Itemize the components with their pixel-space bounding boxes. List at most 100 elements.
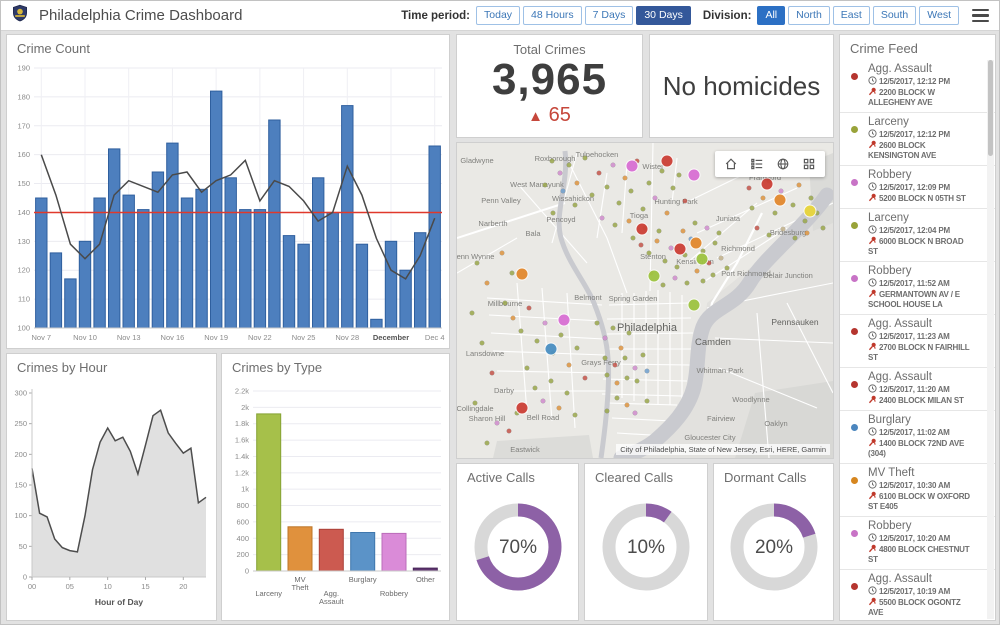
svg-text:400: 400 bbox=[236, 534, 249, 543]
pin-icon bbox=[868, 289, 876, 298]
svg-text:Juniata: Juniata bbox=[716, 214, 741, 223]
svg-text:120: 120 bbox=[17, 266, 30, 275]
division-north-button[interactable]: North bbox=[788, 5, 830, 26]
crime-type-dot bbox=[851, 222, 858, 229]
time-period-48-hours-button[interactable]: 48 Hours bbox=[523, 5, 582, 26]
crime-type-dot bbox=[851, 530, 858, 537]
home-icon[interactable] bbox=[723, 156, 739, 172]
crime-type-dot bbox=[851, 583, 858, 590]
feed-item-time: 12/5/2017, 12:09 PM bbox=[868, 182, 987, 193]
time-period-7-days-button[interactable]: 7 Days bbox=[584, 5, 634, 26]
svg-text:10%: 10% bbox=[627, 537, 665, 558]
crime-map[interactable]: Gladwyne Roxborough Tulpehocken Wister West … bbox=[457, 143, 833, 458]
feed-item-type: Larceny bbox=[868, 116, 909, 128]
division-west-button[interactable]: West bbox=[919, 5, 959, 26]
svg-text:Dec 4: Dec 4 bbox=[425, 333, 445, 342]
feed-item-type: Agg. Assault bbox=[868, 371, 932, 383]
feed-item[interactable]: Robbery 12/5/2017, 10:20 AM 4800 BLOCK CHE… bbox=[840, 517, 995, 570]
feed-item[interactable]: Agg. Assault 12/5/2017, 11:20 AM 2400 BLOC… bbox=[840, 368, 995, 411]
delaware-river bbox=[613, 187, 833, 458]
svg-text:Wister: Wister bbox=[642, 162, 664, 171]
svg-text:200: 200 bbox=[236, 550, 249, 559]
feed-item-type: Robbery bbox=[868, 520, 912, 532]
feed-item-address: 2400 BLOCK MILAN ST bbox=[868, 395, 987, 406]
feed-item[interactable]: Agg. Assault 12/5/2017, 10:19 AM 5500 BLOC… bbox=[840, 570, 995, 620]
crime-type-dot bbox=[851, 328, 858, 335]
svg-text:Spring Garden: Spring Garden bbox=[609, 294, 658, 303]
division-all-button[interactable]: All bbox=[757, 5, 786, 26]
clock-icon bbox=[868, 278, 877, 287]
svg-text:Collingdale: Collingdale bbox=[457, 404, 494, 413]
crime-count-chart[interactable]: 100 110 120 130 140 150 160 170 180 190 Nov 7 Nov 1… bbox=[8, 62, 448, 346]
division-south-button[interactable]: South bbox=[872, 5, 917, 26]
basemap-icon[interactable] bbox=[775, 156, 791, 172]
svg-text:Larceny: Larceny bbox=[255, 589, 282, 598]
total-crimes-delta-value: 65 bbox=[548, 104, 571, 126]
crimes-by-type-title: Crimes by Type bbox=[232, 360, 323, 375]
feed-item[interactable]: Larceny 12/5/2017, 12:04 PM 6000 BLOCK N B… bbox=[840, 209, 995, 262]
menu-button[interactable] bbox=[972, 9, 989, 22]
feed-item-time: 12/5/2017, 12:04 PM bbox=[868, 225, 987, 236]
feed-scrollbar-thumb[interactable] bbox=[988, 60, 993, 156]
svg-text:Tioga: Tioga bbox=[630, 211, 649, 220]
feed-item-type: Agg. Assault bbox=[868, 318, 932, 330]
clock-icon bbox=[868, 384, 877, 393]
total-crimes-panel: Total Crimes 3,965 ▲ 65 bbox=[456, 34, 643, 138]
legend-icon[interactable] bbox=[749, 156, 765, 172]
crime-feed-panel: Crime Feed Agg. Assault 12/5/2017, 12:12 … bbox=[839, 34, 996, 621]
feed-item[interactable]: Robbery 12/5/2017, 11:52 AM GERMANTOWN AV … bbox=[840, 262, 995, 315]
svg-text:1.6k: 1.6k bbox=[235, 436, 249, 445]
svg-text:2k: 2k bbox=[241, 403, 249, 412]
feed-item[interactable]: Larceny 12/5/2017, 12:12 PM 2600 BLOCK KEN… bbox=[840, 113, 995, 166]
svg-text:Bridesburg: Bridesburg bbox=[770, 228, 806, 237]
pin-icon bbox=[868, 87, 876, 96]
svg-text:Other: Other bbox=[416, 575, 435, 584]
svg-text:100: 100 bbox=[14, 511, 27, 520]
feed-item-type: Burglary bbox=[868, 414, 911, 426]
svg-text:150: 150 bbox=[17, 179, 30, 188]
svg-text:05: 05 bbox=[66, 582, 74, 591]
svg-text:2.2k: 2.2k bbox=[235, 387, 249, 396]
clock-icon bbox=[868, 331, 877, 340]
crime-feed-list: Agg. Assault 12/5/2017, 12:12 PM 2200 BLOC… bbox=[840, 60, 995, 620]
pin-icon bbox=[868, 438, 876, 447]
feed-item[interactable]: Burglary 12/5/2017, 11:02 AM 1400 BLOCK 72… bbox=[840, 411, 995, 464]
division-east-button[interactable]: East bbox=[832, 5, 870, 26]
svg-text:Camden: Camden bbox=[695, 337, 731, 348]
pin-icon bbox=[868, 236, 876, 245]
crimes-by-hour-chart[interactable]: 0 50 100 150 200 250 300 00 05 10 15 20 Hour of Day bbox=[8, 381, 215, 619]
svg-text:Assault: Assault bbox=[319, 597, 345, 606]
feed-item[interactable]: Agg. Assault 12/5/2017, 11:23 AM 2700 BLOC… bbox=[840, 315, 995, 368]
type-bars bbox=[256, 413, 438, 572]
crime-dots-large bbox=[515, 154, 817, 415]
svg-text:Nov 22: Nov 22 bbox=[248, 333, 272, 342]
apps-icon[interactable] bbox=[801, 156, 817, 172]
feed-item[interactable]: Robbery 12/5/2017, 12:09 PM 5200 BLOCK N 0… bbox=[840, 166, 995, 209]
clock-icon bbox=[868, 427, 877, 436]
time-period-today-button[interactable]: Today bbox=[476, 5, 521, 26]
feed-item[interactable]: MV Theft 12/5/2017, 10:30 AM 6100 BLOCK W … bbox=[840, 464, 995, 517]
feed-scrollbar[interactable] bbox=[987, 60, 994, 619]
crimes-by-type-panel: Crimes by Type 0 200 400 600 800 1k 1.2k 1.4k 1.… bbox=[221, 353, 450, 621]
clock-icon bbox=[868, 225, 877, 234]
svg-text:December: December bbox=[373, 333, 409, 342]
svg-text:Pencoyd: Pencoyd bbox=[546, 215, 575, 224]
feed-item-address: 4800 BLOCK CHESTNUT ST bbox=[868, 544, 970, 564]
pin-icon bbox=[868, 544, 876, 553]
crime-type-dot bbox=[851, 381, 858, 388]
dormant-calls-title: Dormant Calls bbox=[724, 470, 807, 485]
crimes-by-type-chart[interactable]: 0 200 400 600 800 1k 1.2k 1.4k 1.6k 1.8k 2k 2.2k Lar… bbox=[223, 381, 448, 619]
svg-text:70%: 70% bbox=[498, 537, 536, 558]
crime-count-bars bbox=[35, 90, 441, 329]
svg-text:0: 0 bbox=[245, 567, 249, 576]
pin-icon bbox=[868, 140, 876, 149]
clock-icon bbox=[868, 480, 877, 489]
app-title: Philadelphia Crime Dashboard bbox=[39, 7, 243, 24]
feed-item-time: 12/5/2017, 10:19 AM bbox=[868, 586, 987, 597]
svg-text:Woodlynne: Woodlynne bbox=[732, 395, 769, 404]
time-period-30-days-button[interactable]: 30 Days bbox=[636, 5, 691, 26]
feed-item[interactable]: Agg. Assault 12/5/2017, 12:12 PM 2200 BLOC… bbox=[840, 60, 995, 113]
svg-text:20: 20 bbox=[179, 582, 187, 591]
feed-item-time: 12/5/2017, 12:12 PM bbox=[868, 76, 987, 87]
feed-item-address: 6000 BLOCK N BROAD ST bbox=[868, 236, 964, 256]
